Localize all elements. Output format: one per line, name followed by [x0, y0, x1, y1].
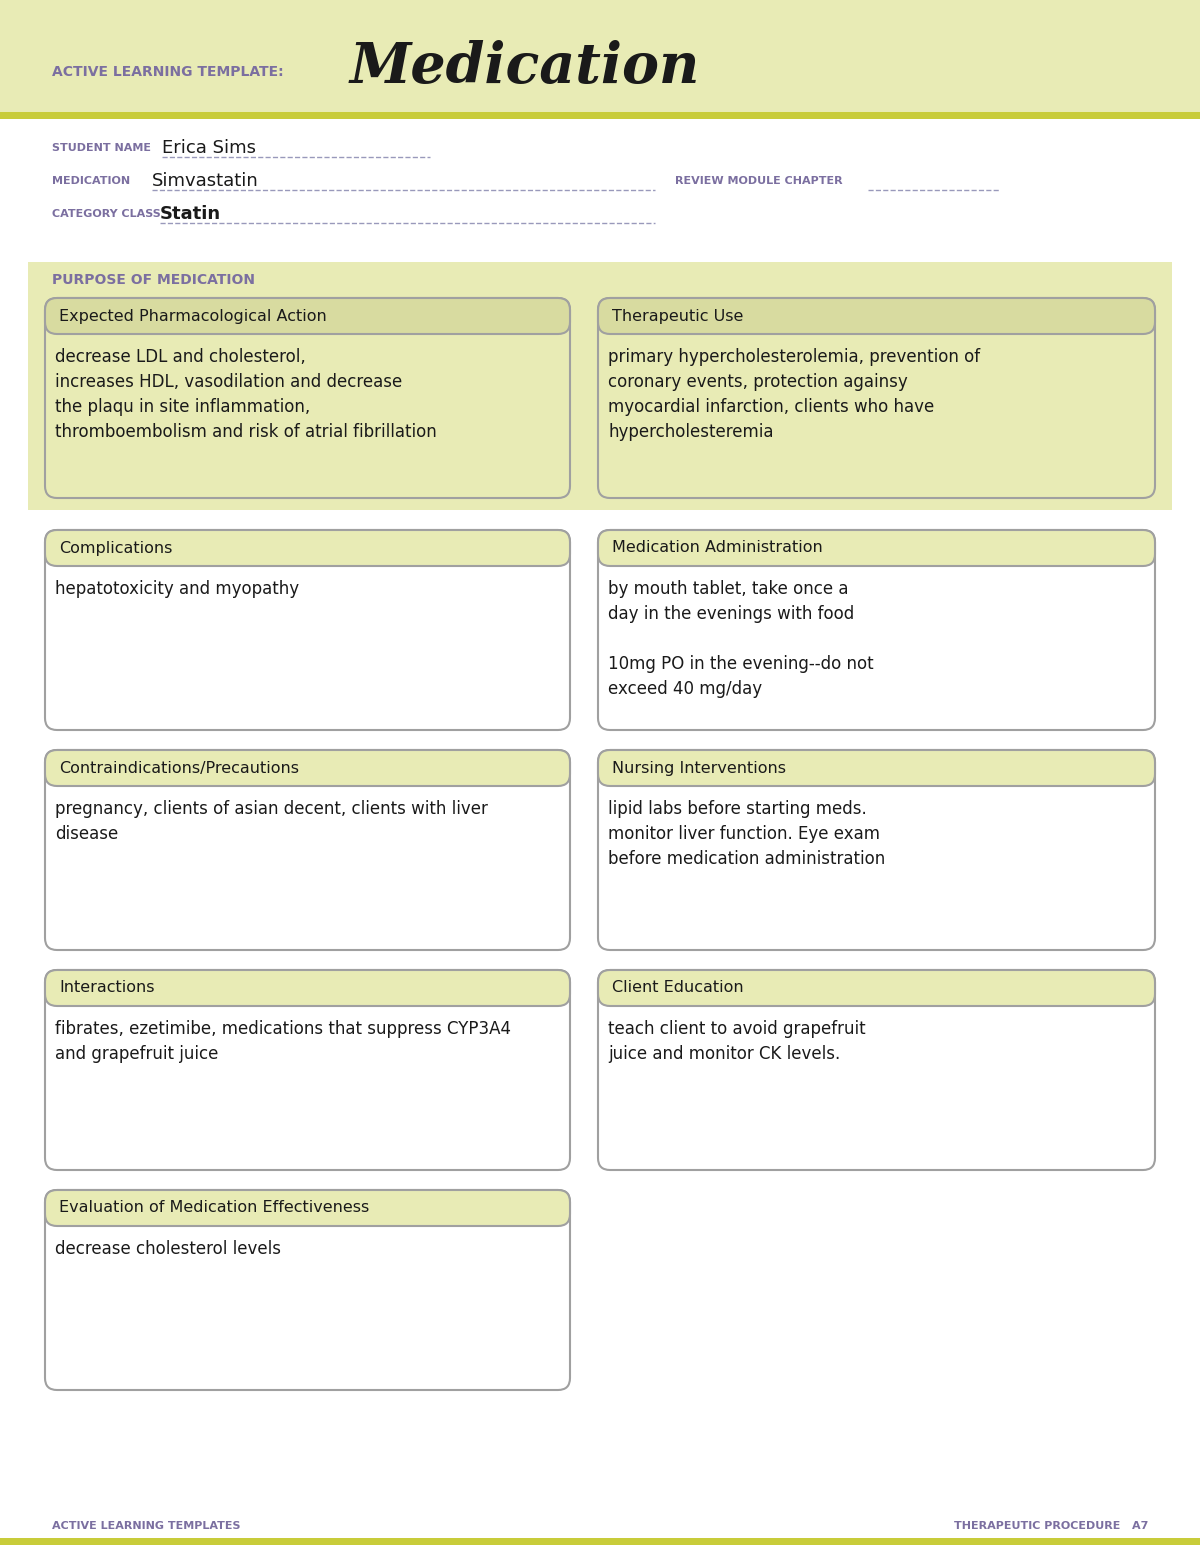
Text: pregnancy, clients of asian decent, clients with liver
disease: pregnancy, clients of asian decent, clie…: [55, 800, 488, 843]
FancyBboxPatch shape: [598, 750, 1154, 786]
Text: ACTIVE LEARNING TEMPLATES: ACTIVE LEARNING TEMPLATES: [52, 1520, 240, 1531]
FancyBboxPatch shape: [598, 530, 1154, 565]
Bar: [0, 112, 1200, 120]
Text: Medication Administration: Medication Administration: [612, 540, 823, 556]
Bar: [0, 1537, 1200, 1545]
Text: Medication: Medication: [350, 40, 701, 95]
FancyBboxPatch shape: [46, 1190, 570, 1225]
Text: fibrates, ezetimibe, medications that suppress CYP3A4
and grapefruit juice: fibrates, ezetimibe, medications that su…: [55, 1020, 511, 1062]
FancyBboxPatch shape: [598, 971, 1154, 1169]
Text: MEDICATION: MEDICATION: [52, 175, 130, 186]
Text: teach client to avoid grapefruit
juice and monitor CK levels.: teach client to avoid grapefruit juice a…: [608, 1020, 865, 1062]
FancyBboxPatch shape: [598, 298, 1154, 334]
FancyBboxPatch shape: [46, 750, 570, 950]
Text: ACTIVE LEARNING TEMPLATE:: ACTIVE LEARNING TEMPLATE:: [52, 65, 283, 79]
Text: Complications: Complications: [59, 540, 173, 556]
FancyBboxPatch shape: [598, 298, 1154, 499]
FancyBboxPatch shape: [46, 971, 570, 1169]
Text: lipid labs before starting meds.
monitor liver function. Eye exam
before medicat: lipid labs before starting meds. monitor…: [608, 800, 886, 868]
FancyBboxPatch shape: [46, 1190, 570, 1390]
Text: Client Education: Client Education: [612, 980, 744, 995]
Text: Nursing Interventions: Nursing Interventions: [612, 761, 786, 775]
Text: primary hypercholesterolemia, prevention of
coronary events, protection againsy
: primary hypercholesterolemia, prevention…: [608, 348, 980, 441]
Text: PURPOSE OF MEDICATION: PURPOSE OF MEDICATION: [52, 273, 256, 287]
Text: Simvastatin: Simvastatin: [152, 172, 259, 189]
FancyBboxPatch shape: [46, 530, 570, 565]
FancyBboxPatch shape: [598, 750, 1154, 950]
Bar: [0, 0, 1200, 112]
Text: Therapeutic Use: Therapeutic Use: [612, 309, 743, 323]
FancyBboxPatch shape: [46, 750, 570, 786]
Text: by mouth tablet, take once a
day in the evenings with food

10mg PO in the eveni: by mouth tablet, take once a day in the …: [608, 579, 874, 697]
Text: Interactions: Interactions: [59, 980, 155, 995]
FancyBboxPatch shape: [598, 530, 1154, 730]
Text: hepatotoxicity and myopathy: hepatotoxicity and myopathy: [55, 579, 299, 598]
Text: Contraindications/Precautions: Contraindications/Precautions: [59, 761, 299, 775]
Text: Statin: Statin: [160, 205, 221, 224]
Text: Evaluation of Medication Effectiveness: Evaluation of Medication Effectiveness: [59, 1200, 370, 1216]
Text: STUDENT NAME: STUDENT NAME: [52, 143, 151, 154]
FancyBboxPatch shape: [598, 971, 1154, 1006]
FancyBboxPatch shape: [46, 971, 570, 1006]
Text: decrease LDL and cholesterol,
increases HDL, vasodilation and decrease
the plaqu: decrease LDL and cholesterol, increases …: [55, 348, 437, 441]
Text: Expected Pharmacological Action: Expected Pharmacological Action: [59, 309, 326, 323]
Bar: [28, 262, 1172, 509]
Text: decrease cholesterol levels: decrease cholesterol levels: [55, 1239, 281, 1258]
FancyBboxPatch shape: [46, 298, 570, 334]
FancyBboxPatch shape: [46, 298, 570, 499]
Text: THERAPEUTIC PROCEDURE   A7: THERAPEUTIC PROCEDURE A7: [954, 1520, 1148, 1531]
Text: Erica Sims: Erica Sims: [162, 140, 256, 157]
Text: REVIEW MODULE CHAPTER: REVIEW MODULE CHAPTER: [674, 175, 842, 186]
Text: CATEGORY CLASS: CATEGORY CLASS: [52, 210, 161, 219]
FancyBboxPatch shape: [46, 530, 570, 730]
